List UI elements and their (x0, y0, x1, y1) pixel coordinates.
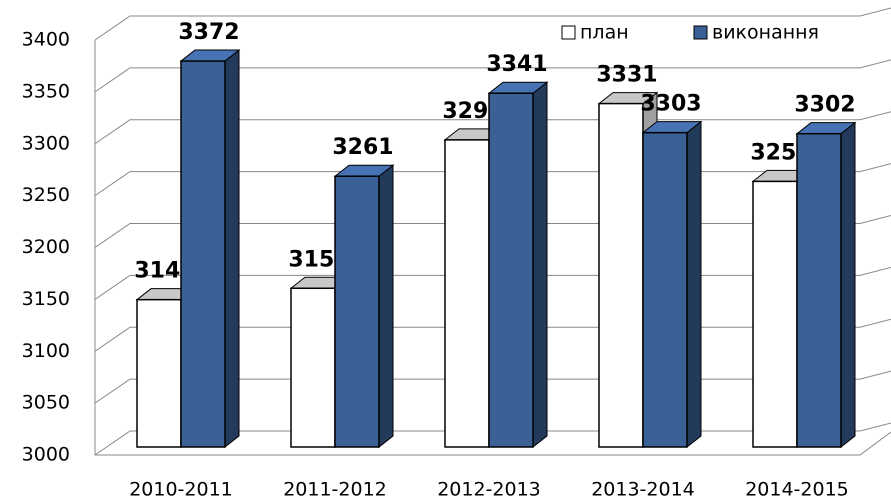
y-tick-label: 3100 (22, 340, 70, 362)
bar-face (598, 102, 644, 448)
bar-face (686, 120, 702, 449)
floor (95, 431, 891, 456)
bar-face (224, 49, 240, 449)
data-label: 3331 (596, 63, 657, 88)
y-tick-label: 3300 (22, 132, 70, 154)
y-tick-label: 3000 (22, 444, 70, 466)
y-tick-label: 3250 (22, 184, 70, 206)
data-label: 3302 (794, 93, 855, 118)
bar-face (796, 132, 842, 448)
y-tick-label: 3400 (22, 29, 70, 51)
y-tick-label: 3200 (22, 236, 70, 258)
x-tick-label: 2013-2014 (591, 479, 695, 501)
bar (179, 49, 241, 449)
y-tick-label: 3150 (22, 288, 70, 310)
legend-swatch (693, 25, 708, 40)
x-tick-label: 2014-2015 (745, 479, 849, 501)
y-tick-label: 3050 (22, 392, 70, 414)
bar-face (180, 60, 226, 448)
data-label: 3303 (640, 92, 701, 117)
bar-face (752, 180, 798, 448)
bar-face (378, 164, 394, 449)
bar-face (334, 175, 380, 448)
bar-face (642, 131, 688, 448)
legend-label: виконання (712, 22, 819, 44)
data-label: 3341 (486, 52, 547, 77)
y-tick-label: 3350 (22, 80, 70, 102)
data-label: 3261 (332, 135, 393, 160)
x-tick-label: 2012-2013 (437, 479, 541, 501)
grid-line (94, 59, 891, 93)
legend-label: план (580, 22, 629, 44)
bar (333, 164, 395, 449)
bar (795, 121, 857, 449)
bar-face (840, 121, 856, 449)
data-label: 3372 (178, 20, 239, 45)
legend-swatch (561, 25, 576, 40)
bar-face (290, 287, 336, 448)
bar-face (444, 139, 490, 448)
bar (641, 120, 703, 449)
bar-face (532, 81, 548, 449)
x-tick-label: 2011-2012 (283, 479, 387, 501)
grid-line (94, 7, 891, 41)
bar-face (488, 92, 534, 448)
bar-face (136, 298, 182, 448)
bar (487, 81, 549, 449)
x-tick-label: 2010-2011 (129, 479, 233, 501)
